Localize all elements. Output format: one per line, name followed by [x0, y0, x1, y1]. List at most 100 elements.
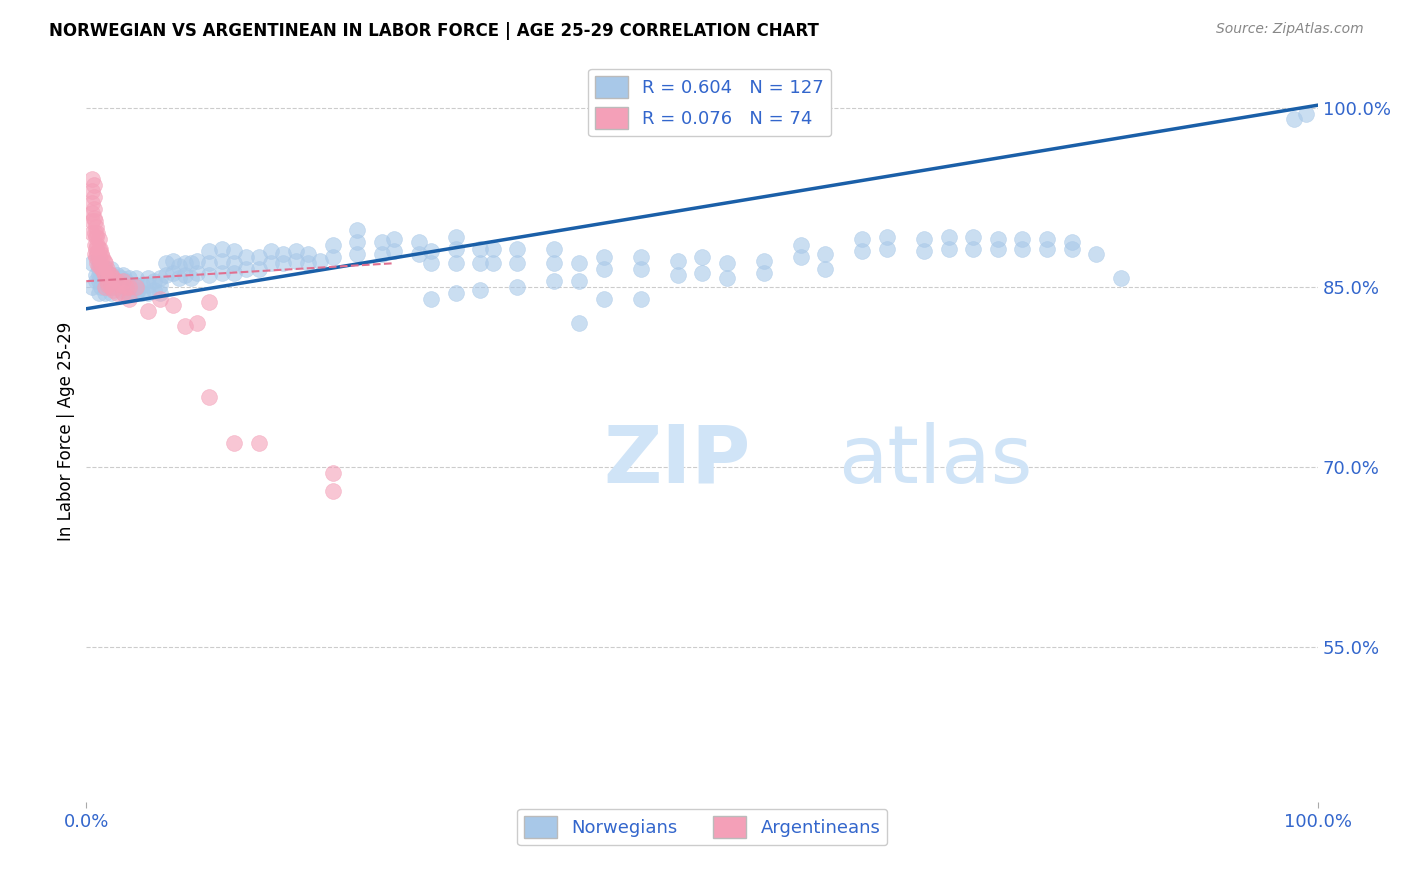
Point — [543, 256, 565, 270]
Point — [131, 286, 153, 301]
Point — [260, 244, 283, 259]
Point — [173, 256, 195, 270]
Point — [82, 172, 104, 186]
Point — [224, 266, 246, 280]
Point — [105, 268, 128, 283]
Point — [938, 230, 960, 244]
Point — [752, 266, 775, 280]
Point — [90, 246, 112, 260]
Point — [814, 246, 837, 260]
Point — [87, 259, 110, 273]
Point — [114, 283, 136, 297]
Point — [247, 250, 270, 264]
Point — [83, 178, 105, 193]
Y-axis label: In Labor Force | Age 25-29: In Labor Force | Age 25-29 — [58, 321, 75, 541]
Point — [420, 244, 443, 259]
Point — [84, 227, 107, 241]
Point — [382, 244, 405, 259]
Point — [211, 266, 233, 280]
Point — [186, 253, 208, 268]
Legend: Norwegians, Argentineans: Norwegians, Argentineans — [517, 809, 887, 846]
Point — [382, 232, 405, 246]
Point — [100, 280, 122, 294]
Point — [87, 268, 110, 283]
Point — [938, 242, 960, 256]
Point — [83, 190, 105, 204]
Point — [198, 268, 221, 283]
Point — [592, 250, 614, 264]
Point — [420, 292, 443, 306]
Point — [481, 242, 503, 256]
Point — [136, 304, 159, 318]
Point — [83, 202, 105, 217]
Point — [89, 242, 111, 256]
Point — [94, 280, 117, 294]
Point — [962, 242, 984, 256]
Point — [790, 250, 813, 264]
Point — [470, 242, 492, 256]
Point — [90, 259, 112, 273]
Point — [86, 227, 108, 241]
Point — [752, 253, 775, 268]
Point — [143, 274, 166, 288]
Point — [444, 242, 467, 256]
Point — [82, 206, 104, 220]
Point — [167, 270, 190, 285]
Point — [87, 262, 110, 277]
Point — [297, 246, 319, 260]
Point — [1036, 232, 1059, 246]
Point — [273, 256, 295, 270]
Point — [149, 270, 172, 285]
Point — [690, 266, 713, 280]
Point — [110, 283, 132, 297]
Point — [592, 292, 614, 306]
Point — [690, 250, 713, 264]
Point — [630, 292, 652, 306]
Point — [371, 235, 394, 249]
Point — [224, 244, 246, 259]
Point — [86, 246, 108, 260]
Point — [103, 283, 125, 297]
Point — [211, 253, 233, 268]
Point — [112, 277, 135, 292]
Point — [592, 262, 614, 277]
Point — [211, 242, 233, 256]
Point — [105, 286, 128, 301]
Point — [94, 268, 117, 283]
Point — [93, 266, 115, 280]
Point — [131, 277, 153, 292]
Point — [84, 214, 107, 228]
Point — [420, 256, 443, 270]
Point — [103, 280, 125, 294]
Point — [82, 280, 104, 294]
Point — [124, 286, 146, 301]
Point — [124, 270, 146, 285]
Point — [1085, 246, 1108, 260]
Point — [322, 483, 344, 498]
Point — [273, 246, 295, 260]
Point — [82, 185, 104, 199]
Point — [122, 283, 145, 297]
Point — [224, 256, 246, 270]
Text: atlas: atlas — [838, 422, 1032, 500]
Point — [309, 253, 332, 268]
Point — [186, 316, 208, 330]
Point — [97, 274, 120, 288]
Point — [103, 270, 125, 285]
Point — [162, 266, 184, 280]
Point — [716, 270, 738, 285]
Point — [346, 223, 368, 237]
Point — [97, 268, 120, 283]
Point — [94, 286, 117, 301]
Point — [1295, 106, 1317, 120]
Point — [297, 256, 319, 270]
Point — [97, 280, 120, 294]
Point — [149, 292, 172, 306]
Point — [1060, 235, 1083, 249]
Point — [630, 250, 652, 264]
Point — [87, 232, 110, 246]
Point — [180, 256, 202, 270]
Text: NORWEGIAN VS ARGENTINEAN IN LABOR FORCE | AGE 25-29 CORRELATION CHART: NORWEGIAN VS ARGENTINEAN IN LABOR FORCE … — [49, 22, 820, 40]
Point — [100, 268, 122, 283]
Point — [136, 286, 159, 301]
